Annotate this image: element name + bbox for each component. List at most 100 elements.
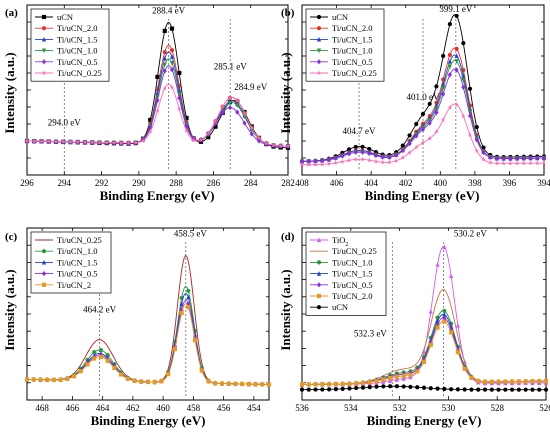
data-point xyxy=(407,149,412,155)
x-tick-label: 464 xyxy=(96,403,110,413)
panel-d: (d) Intensity (a.u.) Binding Energy (eV)… xyxy=(278,227,550,428)
data-point xyxy=(346,147,352,152)
legend-box xyxy=(30,8,110,82)
peak-annotation: 401.0 eV xyxy=(407,92,440,102)
data-point xyxy=(501,160,506,166)
peak-annotation: 458.5 eV xyxy=(174,229,207,239)
data-point xyxy=(474,137,479,143)
x-tick-label: 468 xyxy=(35,403,49,413)
data-point xyxy=(353,144,358,150)
data-point xyxy=(98,354,104,360)
data-point xyxy=(381,377,386,382)
data-point xyxy=(481,149,486,156)
data-point xyxy=(374,378,379,384)
data-point xyxy=(541,155,547,161)
data-point xyxy=(435,325,440,330)
data-point xyxy=(169,48,175,53)
panel-d-ylabel: Intensity (a.u.) xyxy=(278,269,293,350)
series-line xyxy=(26,299,270,385)
data-point xyxy=(177,70,182,76)
data-point xyxy=(105,358,110,363)
data-point xyxy=(90,139,95,145)
series-ti-ucn-0-5 xyxy=(299,67,547,164)
x-tick-label: 406 xyxy=(330,178,344,188)
data-point xyxy=(306,158,311,164)
legend-entry: Ti/uCN_1.0 xyxy=(57,246,98,256)
x-tick-label: 526 xyxy=(539,403,550,413)
data-point xyxy=(508,160,513,166)
data-point xyxy=(447,52,452,58)
data-point xyxy=(394,377,399,382)
data-point xyxy=(169,26,175,31)
data-point xyxy=(394,158,399,163)
data-point xyxy=(428,386,433,391)
panel-b: (b) Intensity (a.u.) Binding Energy (eV)… xyxy=(278,4,550,203)
data-point xyxy=(360,385,366,390)
data-point xyxy=(455,349,460,355)
data-point xyxy=(442,244,447,250)
data-point xyxy=(46,138,51,144)
data-point xyxy=(313,158,318,164)
x-tick-label: 292 xyxy=(95,178,109,188)
data-point xyxy=(447,22,452,27)
data-point xyxy=(162,85,167,91)
x-tick-label: 286 xyxy=(207,178,221,188)
legend-swatch-marker xyxy=(41,259,47,265)
legend-entry: Ti/uCN_0.5 xyxy=(332,280,373,290)
data-point xyxy=(427,120,432,126)
data-point xyxy=(454,53,459,58)
data-point xyxy=(454,59,459,64)
data-point xyxy=(360,149,365,155)
data-point xyxy=(61,139,66,144)
x-tick-label: 394 xyxy=(537,178,550,188)
data-point xyxy=(523,387,528,392)
data-point xyxy=(353,156,358,162)
data-point xyxy=(227,104,233,111)
data-point xyxy=(285,143,291,149)
data-point xyxy=(24,138,30,144)
data-point xyxy=(198,137,204,143)
data-point xyxy=(387,159,392,165)
series-line xyxy=(26,292,270,385)
data-point xyxy=(333,155,338,161)
data-point xyxy=(414,121,419,127)
data-point xyxy=(489,379,494,384)
data-point xyxy=(264,140,269,146)
data-point xyxy=(306,382,311,387)
data-point xyxy=(320,161,325,167)
data-point xyxy=(541,160,547,166)
data-point xyxy=(155,74,160,79)
x-tick-label: 458 xyxy=(187,403,201,413)
panel-d-xlabel: Binding Energy (eV) xyxy=(367,413,482,428)
data-point xyxy=(462,387,467,392)
x-tick-label: 456 xyxy=(217,403,231,413)
x-tick-label: 296 xyxy=(20,178,34,188)
panel-c-ylabel: Intensity (a.u.) xyxy=(2,269,17,350)
data-point xyxy=(126,140,131,146)
data-point xyxy=(442,308,447,313)
data-point xyxy=(104,139,109,145)
data-point xyxy=(461,84,466,90)
data-point xyxy=(441,53,446,59)
data-point xyxy=(119,140,124,145)
legend-entry: Ti/uCN_1.5 xyxy=(57,34,98,44)
data-point xyxy=(373,152,379,159)
data-point xyxy=(510,387,515,392)
data-point xyxy=(242,110,247,116)
data-point xyxy=(442,386,447,392)
data-point xyxy=(278,143,283,148)
data-point xyxy=(454,46,459,51)
data-point xyxy=(449,273,454,279)
data-point xyxy=(340,386,345,391)
data-point xyxy=(367,150,372,157)
data-point xyxy=(441,91,446,97)
x-tick-label: 532 xyxy=(393,403,407,413)
data-point xyxy=(162,28,167,33)
data-point xyxy=(380,154,385,160)
data-point xyxy=(434,109,439,116)
legend: TiO2Ti/uCN_0.25Ti/uCN_1.0Ti/uCN_1.5Ti/uC… xyxy=(305,231,387,316)
data-point xyxy=(112,365,117,370)
x-tick-label: 288 xyxy=(169,178,183,188)
legend-swatch-marker xyxy=(41,271,47,277)
data-point xyxy=(420,126,426,132)
